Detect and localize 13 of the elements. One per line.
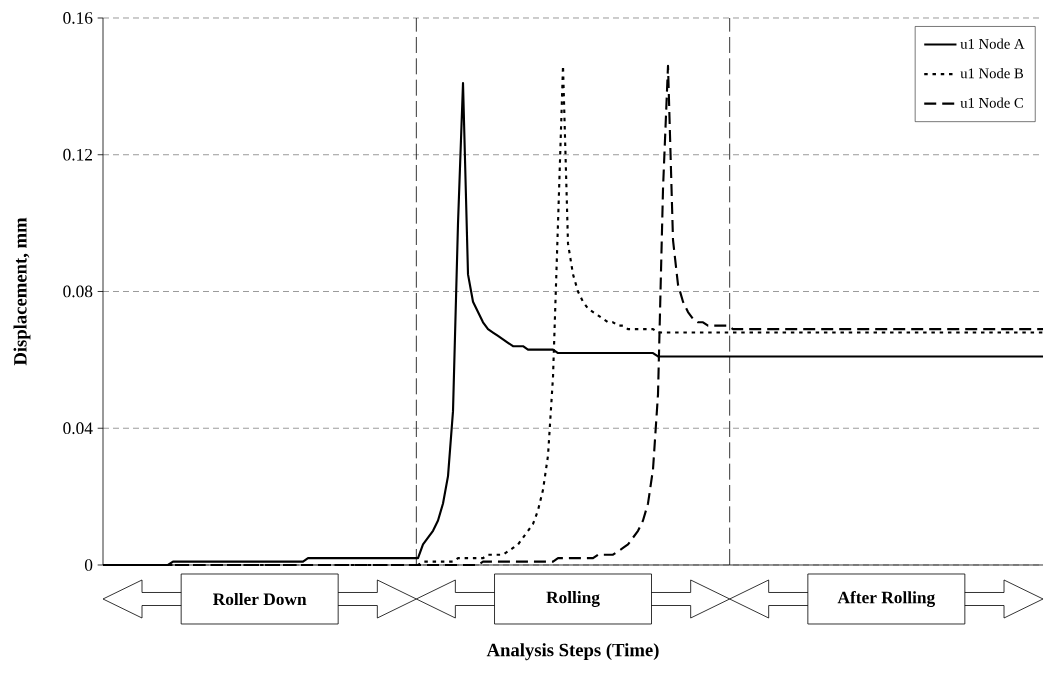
y-tick-label: 0 [84, 559, 93, 571]
x-axis-title: Analysis Steps (Time) [486, 643, 659, 661]
text: After Rolling [837, 590, 936, 608]
y-tick-label: 0.16 [63, 12, 93, 24]
legend-label: u1 Node A [960, 38, 1025, 49]
text: Rolling [546, 591, 600, 607]
y-tick-label: 0.04 [63, 422, 93, 435]
y-tick-label: 0.08 [63, 285, 93, 298]
legend-label: u1 Node B [960, 67, 1024, 79]
text: Roller Down [213, 592, 307, 606]
y-tick-label: 0.12 [63, 148, 93, 161]
y-axis-title: Displacement, mm [13, 217, 31, 366]
legend-label: u1 Node C [960, 97, 1023, 108]
